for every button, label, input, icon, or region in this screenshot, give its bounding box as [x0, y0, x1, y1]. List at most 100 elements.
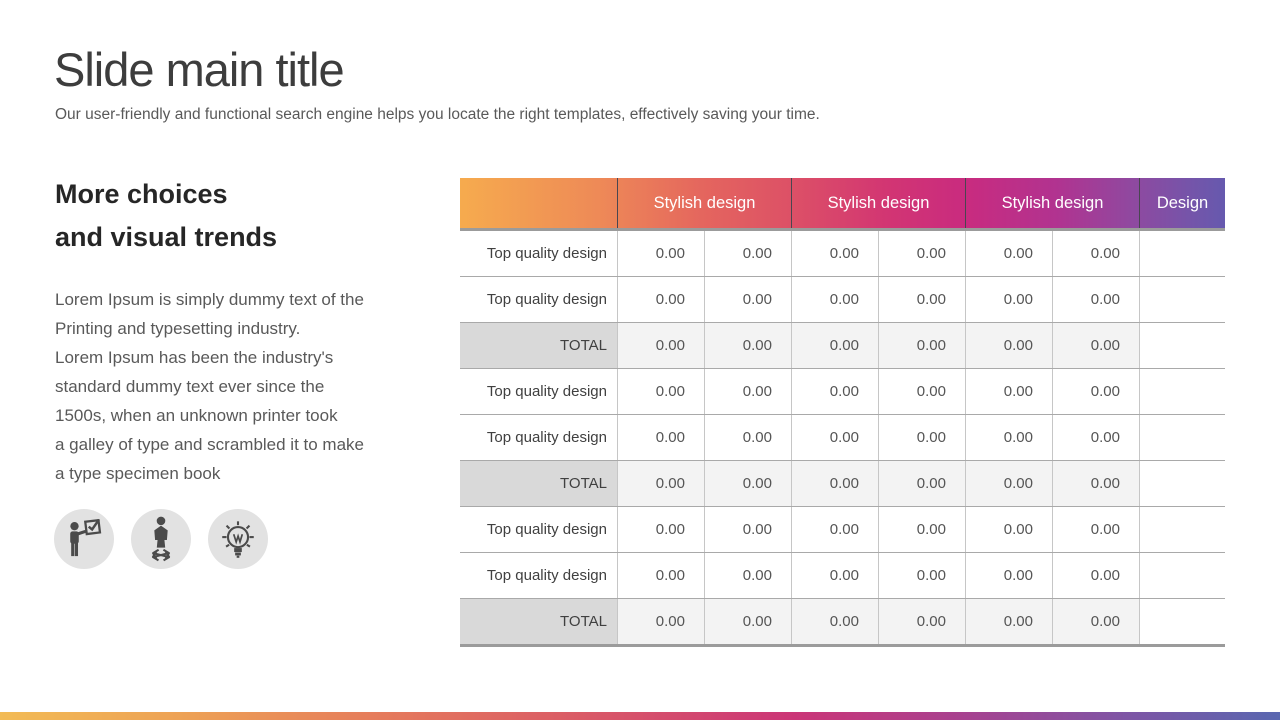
table-total-row: TOTAL 0.00 0.00 0.00 0.00 0.00 0.00 [460, 460, 1225, 506]
cell-value: 0.00 [965, 415, 1052, 460]
cell-design-empty [1139, 415, 1225, 460]
slide-subtitle: Our user-friendly and functional search … [55, 106, 820, 123]
icon-row: ↔ ↔ [54, 509, 268, 569]
table-total-row: TOTAL 0.00 0.00 0.00 0.00 0.00 0.00 [460, 598, 1225, 644]
table-row: Top quality design 0.00 0.00 0.00 0.00 0.00 0.… [460, 414, 1225, 460]
table-row: Top quality design 0.00 0.00 0.00 0.00 0.00 0.… [460, 368, 1225, 414]
section-heading-line1: More choices [55, 179, 228, 209]
table-header-empty [460, 178, 617, 228]
body-text: Lorem Ipsum is simply dummy text of the P… [55, 285, 364, 488]
row-label: Top quality design [486, 429, 607, 446]
cell-value: 0.00 [791, 369, 878, 414]
cell-value: 0.00 [704, 553, 791, 598]
body-text-line: 1500s, when an unknown printer took [55, 406, 338, 425]
pricing-table: Stylish design Stylish design Stylish de… [460, 178, 1225, 647]
cell-value: 0.00 [617, 507, 704, 552]
table-header: Stylish design Stylish design Stylish de… [460, 178, 1225, 231]
cell-value: 0.00 [1052, 507, 1139, 552]
cell-value: 0.00 [704, 277, 791, 322]
cell-value: 0.00 [1052, 553, 1139, 598]
presenter-checkbox-icon [54, 509, 114, 569]
cell-value: 0.00 [878, 323, 965, 368]
cell-value: 0.00 [878, 231, 965, 276]
table-header-group-3: Stylish design [965, 178, 1139, 228]
cell-value: 0.00 [878, 507, 965, 552]
cell-value: 0.00 [791, 231, 878, 276]
table-header-group-1: Stylish design [617, 178, 791, 228]
cell-value: 0.00 [617, 553, 704, 598]
table-header-group-2: Stylish design [791, 178, 965, 228]
row-label: TOTAL [460, 323, 617, 368]
body-text-line: Lorem Ipsum has been the industry's [55, 348, 334, 367]
cell-value: 0.00 [965, 323, 1052, 368]
cell-design-empty [1139, 323, 1225, 368]
cell-value: 0.00 [878, 369, 965, 414]
slide-title: Slide main title [54, 43, 345, 96]
cell-value: 0.00 [965, 461, 1052, 506]
person-growth-arrows-icon: ↔ ↔ [131, 509, 191, 569]
cell-value: 0.00 [1052, 599, 1139, 644]
table-body: Top quality design 0.00 0.00 0.00 0.00 0.00 0.… [460, 231, 1225, 647]
cell-value: 0.00 [1052, 277, 1139, 322]
row-label: TOTAL [460, 599, 617, 644]
body-text-line: a galley of type and scrambled it to mak… [55, 435, 364, 454]
table-row: Top quality design 0.00 0.00 0.00 0.00 0.00 0.… [460, 231, 1225, 276]
section-heading-line2: and visual trends [55, 222, 278, 252]
cell-value: 0.00 [1052, 323, 1139, 368]
cell-value: 0.00 [617, 231, 704, 276]
cell-value: 0.00 [617, 599, 704, 644]
cell-value: 0.00 [791, 599, 878, 644]
cell-value: 0.00 [704, 599, 791, 644]
cell-value: 0.00 [704, 415, 791, 460]
cell-design-empty [1139, 369, 1225, 414]
cell-value: 0.00 [1052, 461, 1139, 506]
cell-value: 0.00 [791, 277, 878, 322]
section-heading: More choices and visual trends [55, 173, 277, 259]
cell-value: 0.00 [791, 507, 878, 552]
cell-value: 0.00 [878, 553, 965, 598]
cell-design-empty [1139, 277, 1225, 322]
lightbulb-idea-icon [208, 509, 268, 569]
row-label: Top quality design [486, 291, 607, 308]
cell-design-empty [1139, 553, 1225, 598]
body-text-line: Printing and typesetting industry. [55, 319, 301, 338]
cell-value: 0.00 [617, 369, 704, 414]
cell-value: 0.00 [791, 415, 878, 460]
cell-value: 0.00 [878, 461, 965, 506]
cell-value: 0.00 [791, 553, 878, 598]
body-text-line: a type specimen book [55, 464, 221, 483]
cell-value: 0.00 [704, 461, 791, 506]
table-total-row: TOTAL 0.00 0.00 0.00 0.00 0.00 0.00 [460, 322, 1225, 368]
body-text-line: Lorem Ipsum is simply dummy text of the [55, 290, 364, 309]
table-row: Top quality design 0.00 0.00 0.00 0.00 0.00 0.… [460, 552, 1225, 598]
cell-value: 0.00 [617, 277, 704, 322]
cell-value: 0.00 [878, 415, 965, 460]
cell-value: 0.00 [965, 599, 1052, 644]
table-row: Top quality design 0.00 0.00 0.00 0.00 0.00 0.… [460, 276, 1225, 322]
bottom-accent-bar [0, 712, 1280, 720]
row-label: Top quality design [486, 383, 607, 400]
row-label: Top quality design [486, 567, 607, 584]
cell-value: 0.00 [965, 277, 1052, 322]
cell-value: 0.00 [617, 461, 704, 506]
cell-value: 0.00 [965, 231, 1052, 276]
row-label: Top quality design [486, 245, 607, 262]
body-text-line: standard dummy text ever since the [55, 377, 325, 396]
cell-value: 0.00 [1052, 369, 1139, 414]
cell-design-empty [1139, 461, 1225, 506]
cell-value: 0.00 [704, 323, 791, 368]
table-row: Top quality design 0.00 0.00 0.00 0.00 0.00 0.… [460, 506, 1225, 552]
cell-value: 0.00 [878, 599, 965, 644]
cell-value: 0.00 [791, 323, 878, 368]
cell-value: 0.00 [791, 461, 878, 506]
cell-value: 0.00 [704, 507, 791, 552]
row-label: Top quality design [486, 521, 607, 538]
cell-value: 0.00 [1052, 415, 1139, 460]
cell-value: 0.00 [617, 323, 704, 368]
cell-value: 0.00 [617, 415, 704, 460]
cell-value: 0.00 [704, 231, 791, 276]
row-label: TOTAL [460, 461, 617, 506]
cell-value: 0.00 [965, 507, 1052, 552]
cell-value: 0.00 [878, 277, 965, 322]
